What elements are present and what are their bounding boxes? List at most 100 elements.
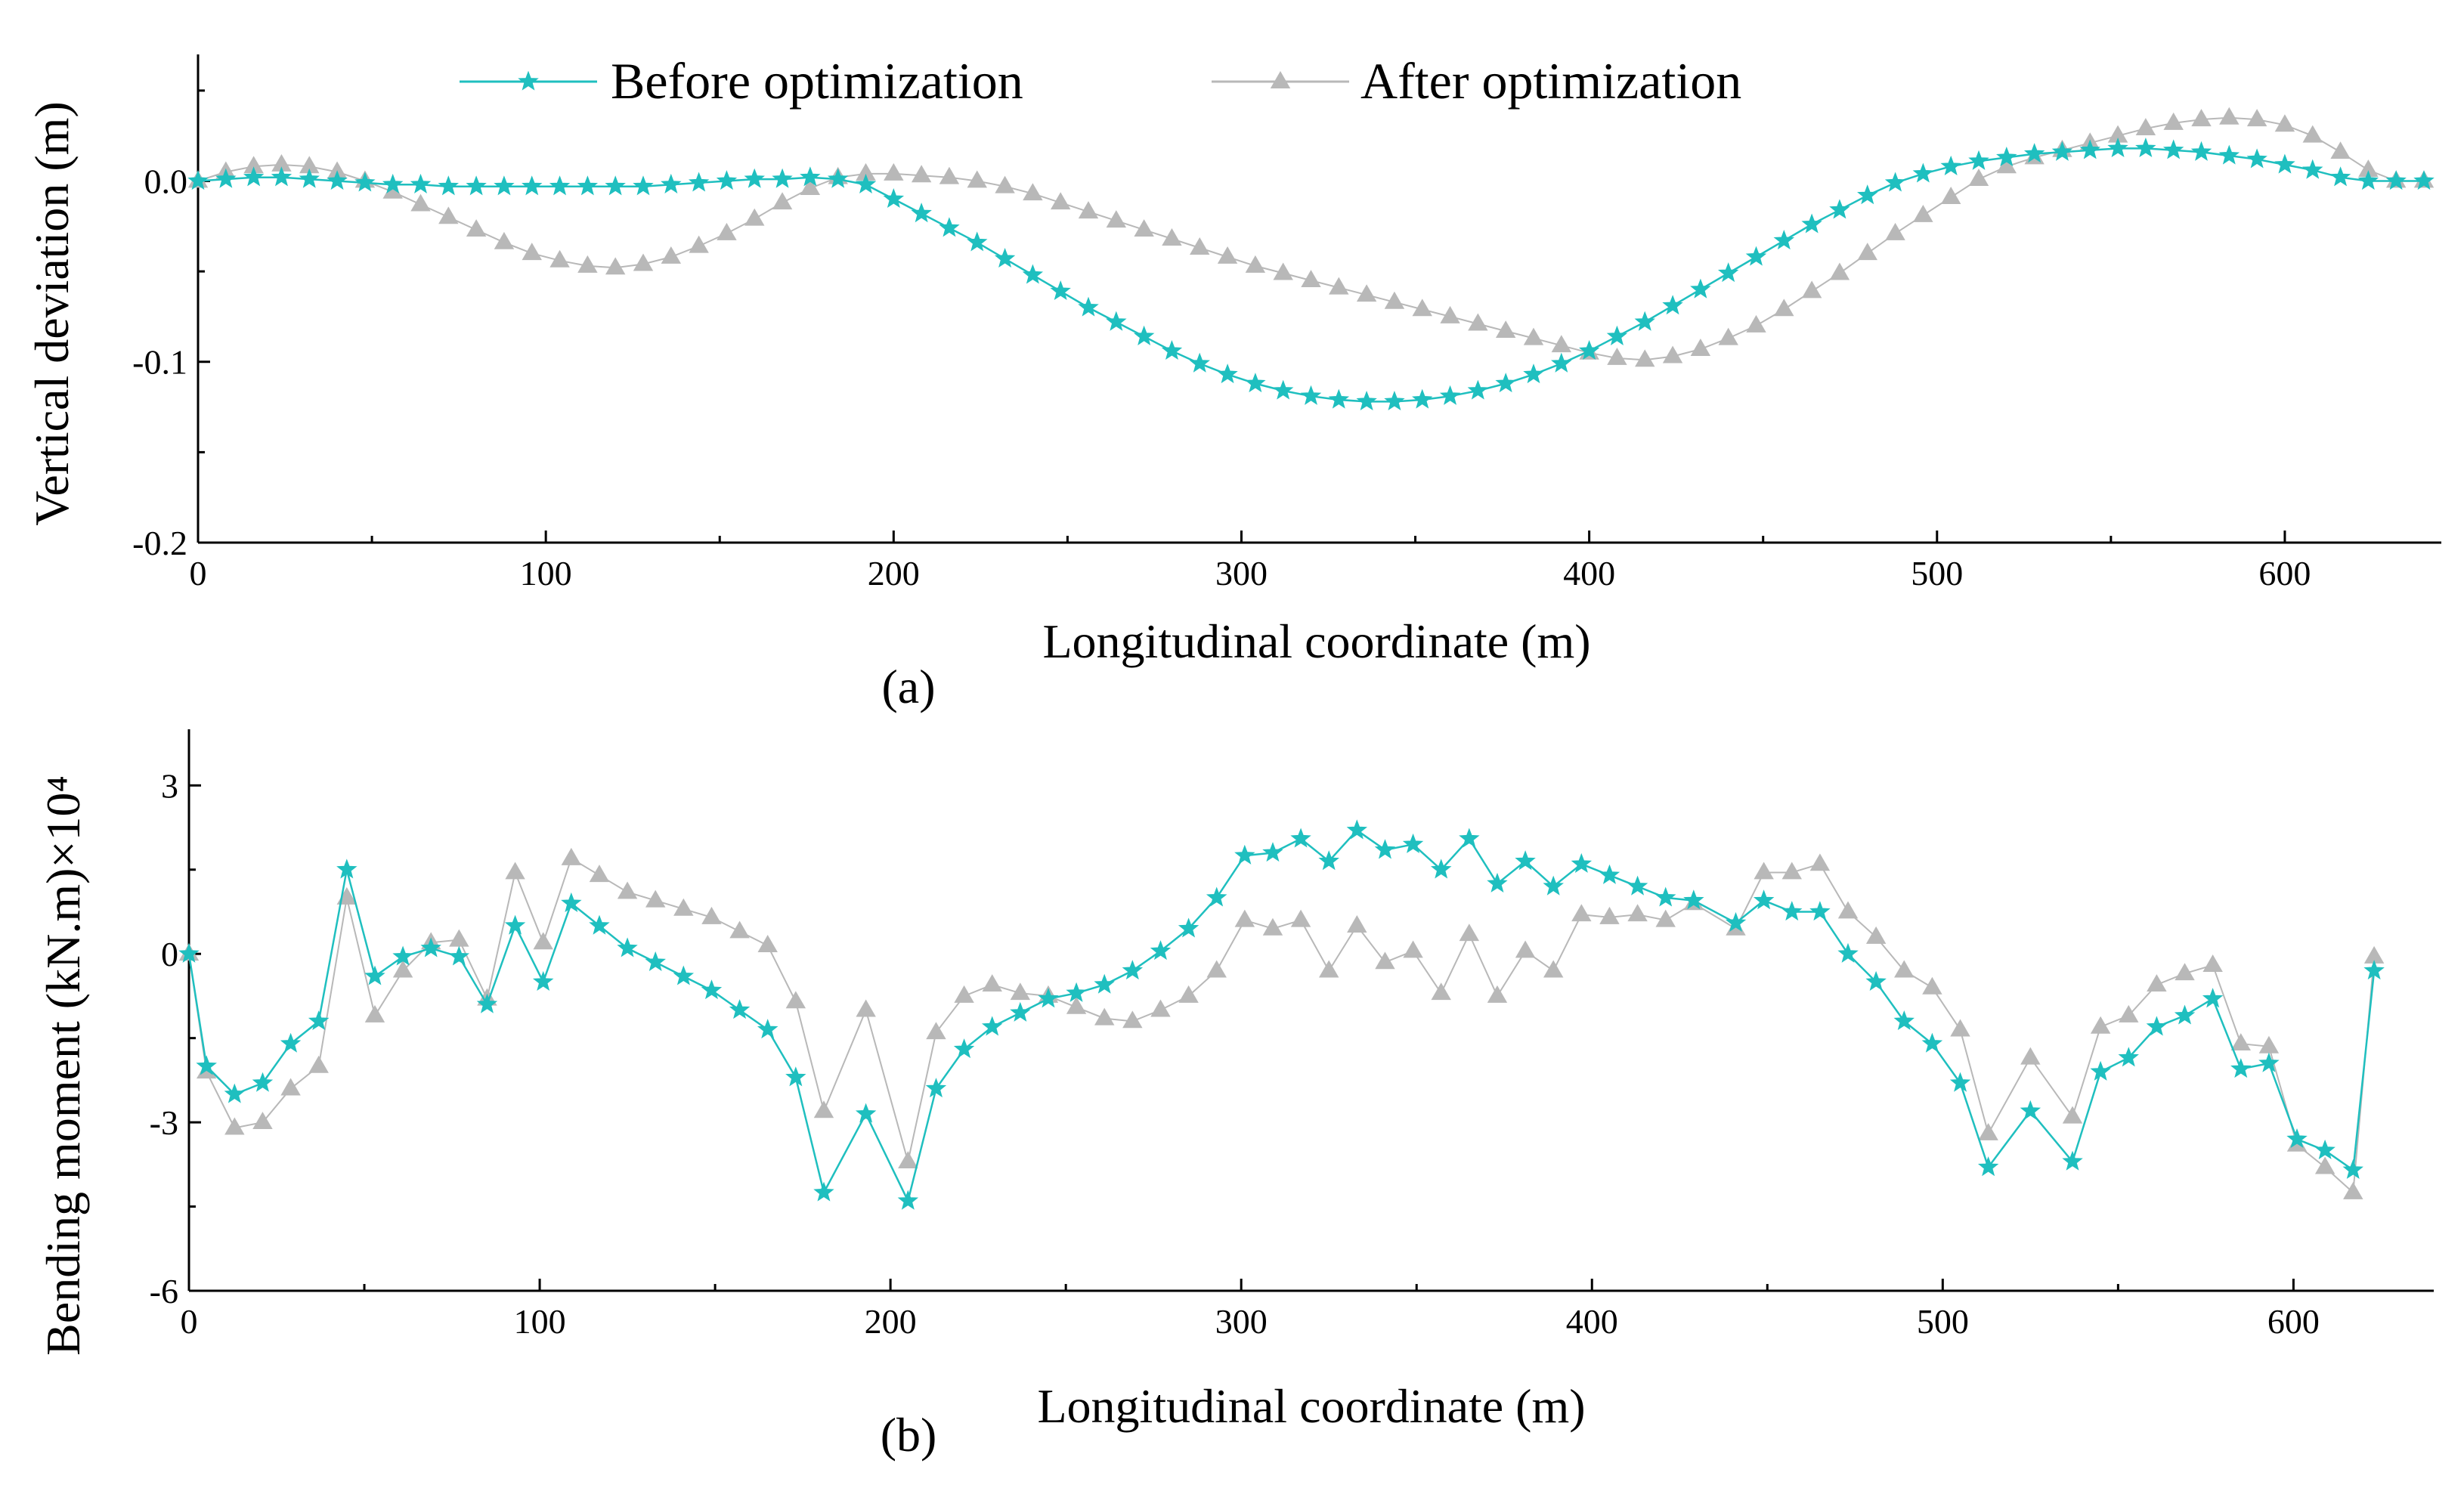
data-point-before-optimization — [1022, 264, 1044, 284]
data-point-after-optimization — [2163, 112, 2184, 130]
data-point-after-optimization — [954, 985, 974, 1003]
data-point-after-optimization — [577, 255, 598, 273]
data-point-after-optimization — [1301, 270, 1321, 288]
data-point-after-optimization — [1571, 904, 1592, 922]
data-point-before-optimization — [466, 175, 487, 196]
data-point-before-optimization — [1402, 833, 1424, 853]
data-point-after-optimization — [1857, 243, 1877, 261]
data-point-after-optimization — [1809, 853, 1831, 871]
data-point-before-optimization — [1189, 352, 1210, 373]
data-point-before-optimization — [1495, 373, 1516, 393]
data-point-before-optimization — [855, 1103, 877, 1123]
data-point-after-optimization — [1347, 915, 1367, 933]
panel-a-series — [187, 107, 2435, 411]
data-point-before-optimization — [178, 942, 200, 963]
data-point-before-optimization — [1290, 828, 1311, 848]
data-point-after-optimization — [224, 1117, 245, 1135]
x-tick-label: 400 — [1563, 554, 1615, 592]
legend-after-triangle-marker — [1270, 70, 1291, 88]
data-point-before-optimization — [561, 892, 582, 912]
data-point-before-optimization — [252, 1072, 274, 1092]
data-point-after-optimization — [1635, 349, 1655, 367]
data-point-before-optimization — [187, 170, 209, 190]
data-point-before-optimization — [1439, 385, 1461, 405]
data-point-after-optimization — [1459, 923, 1480, 942]
data-point-before-optimization — [1412, 388, 1433, 409]
data-point-after-optimization — [1066, 996, 1087, 1014]
data-point-after-optimization — [1078, 201, 1099, 219]
data-point-after-optimization — [1010, 982, 1031, 1001]
data-point-before-optimization — [1066, 982, 1087, 1002]
data-point-after-optimization — [633, 253, 654, 271]
data-point-before-optimization — [382, 173, 404, 193]
data-point-before-optimization — [1921, 1032, 1943, 1053]
data-point-after-optimization — [729, 920, 750, 939]
data-point-before-optimization — [1968, 150, 1989, 170]
data-point-before-optimization — [299, 168, 320, 188]
x-tick-label: 600 — [2258, 554, 2311, 592]
data-point-after-optimization — [772, 192, 793, 210]
data-point-after-optimization — [1718, 327, 1738, 345]
data-point-after-optimization — [689, 235, 709, 253]
panel-a-y-axis-title: Vertical deviation (m) — [25, 101, 79, 526]
data-point-after-optimization — [1262, 917, 1283, 936]
legend: Before optimization After optimization — [460, 52, 1741, 110]
data-point-before-optimization — [1884, 172, 1906, 192]
data-point-before-optimization — [2274, 153, 2295, 174]
data-point-after-optimization — [1922, 976, 1942, 995]
data-point-before-optimization — [605, 175, 626, 196]
data-point-before-optimization — [994, 247, 1016, 268]
data-point-after-optimization — [1885, 222, 1905, 240]
data-point-before-optimization — [673, 965, 695, 985]
data-point-before-optimization — [392, 945, 413, 966]
data-point-before-optimization — [1571, 852, 1593, 873]
data-point-after-optimization — [2314, 1156, 2336, 1174]
series-before-optimization — [178, 819, 2385, 1210]
data-point-before-optimization — [2090, 1060, 2111, 1081]
data-point-after-optimization — [466, 219, 487, 237]
data-point-before-optimization — [939, 217, 960, 237]
data-point-before-optimization — [354, 172, 376, 192]
data-point-before-optimization — [1487, 872, 1508, 893]
data-point-before-optimization — [1133, 325, 1155, 345]
data-point-after-optimization — [1894, 960, 1915, 978]
data-point-after-optimization — [1801, 280, 1822, 299]
data-point-before-optimization — [1523, 364, 1544, 384]
series-before-optimization — [187, 137, 2435, 411]
data-point-after-optimization — [2020, 1047, 2041, 1065]
legend-before-star-marker — [518, 70, 539, 91]
data-point-before-optimization — [2174, 1004, 2196, 1025]
data-point-before-optimization — [215, 168, 237, 188]
legend-after-marker — [1270, 70, 1291, 88]
data-point-before-optimization — [1430, 859, 1452, 879]
data-point-before-optimization — [1801, 213, 1822, 234]
data-point-after-optimization — [1829, 262, 1850, 280]
data-point-before-optimization — [1459, 828, 1480, 848]
data-point-after-optimization — [1950, 1019, 1970, 1037]
data-point-before-optimization — [967, 231, 988, 252]
data-point-before-optimization — [1865, 970, 1887, 992]
data-point-before-optimization — [1161, 339, 1183, 360]
data-point-before-optimization — [953, 1038, 975, 1059]
data-point-before-optimization — [271, 166, 293, 187]
data-point-after-optimization — [589, 865, 610, 883]
data-point-before-optimization — [1977, 1156, 1999, 1177]
x-tick-label: 100 — [520, 554, 572, 592]
panel-a-label: (a) — [881, 660, 935, 713]
data-point-after-optimization — [617, 881, 638, 899]
data-point-before-optimization — [2342, 1159, 2363, 1179]
data-point-after-optimization — [1431, 982, 1451, 1001]
data-point-before-optimization — [1745, 246, 1767, 266]
x-tick-label: 300 — [1215, 1302, 1268, 1341]
data-point-before-optimization — [716, 170, 738, 190]
x-tick-label: 600 — [2267, 1302, 2320, 1341]
data-point-before-optimization — [2062, 1150, 2083, 1171]
data-point-before-optimization — [1893, 1010, 1915, 1031]
data-point-before-optimization — [813, 1181, 834, 1202]
data-point-before-optimization — [617, 937, 638, 958]
data-point-after-optimization — [1551, 335, 1572, 353]
data-point-after-optimization — [757, 935, 778, 953]
data-point-before-optimization — [1857, 184, 1878, 205]
data-point-before-optimization — [1996, 146, 2017, 167]
y-tick-label: -3 — [150, 1103, 178, 1142]
